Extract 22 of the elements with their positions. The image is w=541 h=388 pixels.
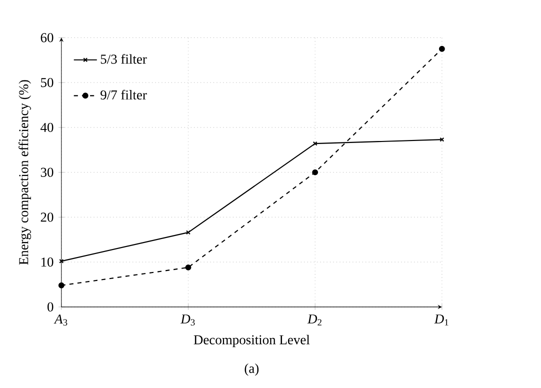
y-tick-label: 50	[41, 78, 54, 88]
y-tick-label: 10	[41, 258, 54, 267]
point	[312, 170, 318, 176]
y-tick-label: 0	[48, 302, 54, 312]
x-axis-title: Decomposition Level	[194, 335, 310, 348]
point	[58, 282, 64, 289]
y-tick-label: 20	[40, 212, 54, 222]
point	[185, 264, 192, 271]
y-tick-label: 30	[40, 168, 54, 178]
x-tick-label: D$_{3}$	[180, 314, 195, 326]
legend-label: 5/3 filter	[100, 54, 147, 64]
x-tick-label: A$_{3}$	[54, 314, 68, 326]
y-tick-label: 60	[40, 33, 54, 42]
text: (a)	[244, 364, 259, 376]
y-axis-title: Energy compaction efficiency (%)	[18, 80, 32, 265]
point	[438, 46, 445, 52]
x-tick-label: D$_{2}$	[307, 314, 322, 326]
point	[312, 142, 318, 146]
legend-label: 9/7 filter	[100, 90, 147, 100]
x-tick-label: D$_{1}$	[434, 314, 448, 326]
y-tick-label: 40	[40, 123, 54, 132]
point	[186, 230, 190, 235]
